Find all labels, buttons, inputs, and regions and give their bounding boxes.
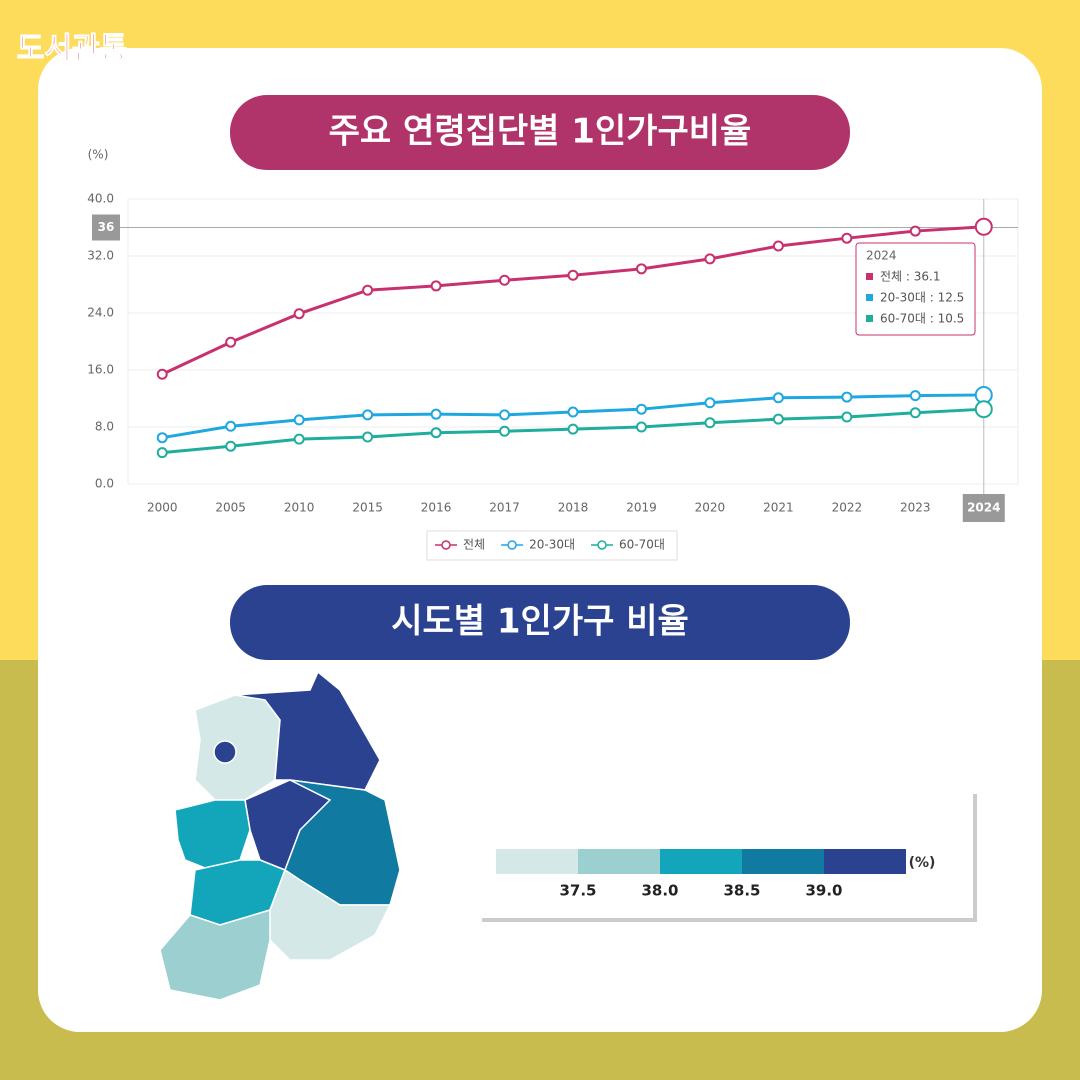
marker [225,440,237,452]
tooltip-title: 2024 [866,249,897,263]
marker [156,368,168,380]
marker [772,392,784,404]
tooltip-item: 전체 : 36.1 [880,270,940,284]
marker [362,431,374,443]
marker [362,409,374,421]
x-tick-label: 2005 [215,501,246,515]
marker [362,284,374,296]
x-tick-label: 2017 [489,501,520,515]
legend-marker [507,540,517,550]
marker [156,432,168,444]
marker [909,390,921,402]
marker [772,240,784,252]
x-tick-label: 2023 [900,501,931,515]
marker [430,408,442,420]
marker [635,263,647,275]
map-legend-swatch [742,849,824,874]
marker [772,413,784,425]
map-legend-tick: 38.0 [641,882,678,900]
y-tick-label: 24.0 [87,306,114,320]
x-tick-label: 2021 [763,501,794,515]
marker [567,269,579,281]
marker [225,420,237,432]
heading-pill [230,585,850,660]
reference-label: 36 [98,220,115,234]
marker [567,423,579,435]
x-tick-label: 2018 [558,501,589,515]
marker [841,411,853,423]
map-legend-swatch [496,849,578,874]
x-tick-label: 2000 [147,501,178,515]
legend-label: 20-30대 [529,538,575,552]
marker [841,232,853,244]
marker [156,447,168,459]
heading-pill [230,95,850,170]
region [269,868,392,961]
y-tick-label: 16.0 [87,363,114,377]
marker [293,308,305,320]
y-tick-label: 32.0 [87,249,114,263]
legend-marker [441,540,451,550]
marker [430,280,442,292]
x-tick-label: 2024 [967,501,1000,515]
marker [499,274,511,286]
logo: 도서관통 [17,32,127,67]
y-axis-label: (%) [88,148,109,162]
map-legend-swatch [660,849,742,874]
map-legend-unit: (%) [909,855,936,871]
map-legend-swatch [824,849,906,874]
marker [704,253,716,265]
x-tick-label: 2016 [421,501,452,515]
x-tick-label: 2010 [284,501,315,515]
tooltip-swatch [866,294,873,301]
y-tick-label: 0.0 [95,477,114,491]
marker [635,403,647,415]
region [194,694,281,801]
marker [704,397,716,409]
marker [909,407,921,419]
marker [974,217,993,236]
marker [635,421,647,433]
tooltip-item: 60-70대 : 10.5 [880,312,964,326]
tooltip-item: 20-30대 : 12.5 [880,291,964,305]
x-tick-label: 2019 [626,501,657,515]
x-tick-label: 2015 [352,501,383,515]
marker [909,225,921,237]
marker [974,400,993,419]
map-legend-tick: 37.5 [559,882,596,900]
x-tick-label: 2020 [695,501,726,515]
legend-label: 전체 [463,538,485,552]
region [174,799,251,871]
marker [704,417,716,429]
legend-marker [597,540,607,550]
legend-box [426,530,678,561]
heading: 시도별 1인가구 비율 [391,602,689,642]
x-highlight [962,494,1005,522]
reference-box [92,214,120,241]
marker [225,336,237,348]
marker [841,391,853,403]
region [159,908,271,1001]
marker [293,414,305,426]
tooltip-swatch [866,315,873,322]
y-tick-label: 40.0 [87,192,114,206]
marker [499,409,511,421]
y-tick-label: 8.0 [95,420,114,434]
x-tick-label: 2022 [832,501,863,515]
marker [430,427,442,439]
marker [499,425,511,437]
region [213,740,237,764]
map-legend-tick: 39.0 [805,882,842,900]
heading: 주요 연령집단별 1인가구비율 [329,112,752,152]
tooltip-box [855,242,976,336]
map [159,670,656,1001]
marker [293,433,305,445]
map-legend-tick: 38.5 [723,882,760,900]
legend-label: 60-70대 [619,538,665,552]
tooltip-swatch [866,273,873,280]
marker [567,406,579,418]
map-legend-swatch [578,849,660,874]
